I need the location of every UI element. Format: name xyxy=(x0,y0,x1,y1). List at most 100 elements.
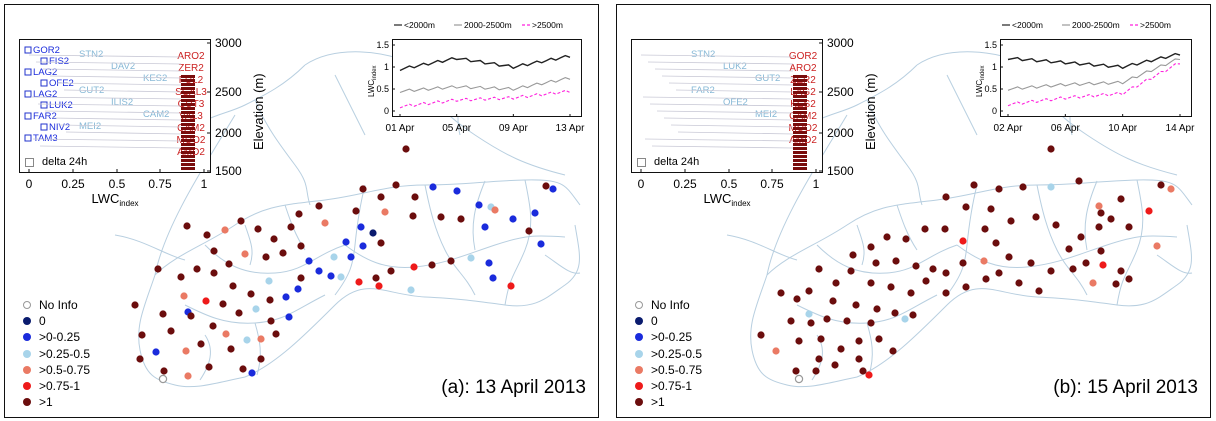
station-marker xyxy=(962,203,970,211)
station-marker xyxy=(219,300,227,308)
river-line xyxy=(1156,254,1193,274)
station-marker xyxy=(282,293,290,301)
station-marker xyxy=(852,301,860,309)
station-marker xyxy=(1097,209,1105,217)
delta-square xyxy=(24,46,32,54)
delta-connector xyxy=(663,117,794,121)
station-marker xyxy=(1112,280,1120,288)
delta-square xyxy=(24,134,32,142)
legend-item: >0-0.25 xyxy=(23,329,90,345)
river-line xyxy=(856,224,1192,378)
station-marker xyxy=(297,242,305,250)
station-marker xyxy=(901,315,909,323)
station-marker xyxy=(847,267,855,275)
station-marker xyxy=(315,267,323,275)
legend-item: >0.25-0.5 xyxy=(635,346,702,362)
legend-item: >0.25-0.5 xyxy=(23,346,90,362)
station-marker xyxy=(987,205,995,213)
station-marker xyxy=(410,263,418,271)
delta-connector xyxy=(65,131,182,135)
station-label-stack xyxy=(181,163,195,166)
station-marker xyxy=(287,223,295,231)
legend-item: 0 xyxy=(23,313,90,329)
station-label-stack xyxy=(793,123,807,126)
station-marker xyxy=(411,193,419,201)
elevation-axis-label: Elevation (m) xyxy=(863,73,878,150)
ts-x-tick-label: 14 Apr xyxy=(1166,123,1196,134)
station-marker xyxy=(823,315,831,323)
ts-y-tick-label: 0 xyxy=(992,106,997,116)
ts-y-tick-label: 1 xyxy=(384,62,389,72)
station-marker xyxy=(855,337,863,345)
legend-red-dot xyxy=(635,382,643,391)
station-marker xyxy=(409,212,417,220)
station-marker xyxy=(252,305,260,313)
station-label-stack xyxy=(793,155,807,158)
delta-square xyxy=(40,79,48,87)
station-marker xyxy=(1077,233,1085,241)
legend-label: No Info xyxy=(39,298,78,312)
timeseries-svg-b: <2000m 2000-2500m >2500m 1.5 1 0.5 0 LWCindex 02… xyxy=(975,20,1196,134)
station-marker xyxy=(392,181,400,189)
legend-blue-dot xyxy=(635,333,643,342)
station-label-stack xyxy=(181,83,195,86)
ts-legend-label: >2500m xyxy=(532,20,563,30)
river-line xyxy=(856,224,865,266)
station-marker xyxy=(229,282,237,290)
ts-series-line xyxy=(1007,63,1181,107)
station-label-stack xyxy=(793,159,807,162)
station-marker xyxy=(1125,275,1133,283)
river-line xyxy=(766,114,848,276)
elevation-inset-svg-a: 3000 2500 2000 1500 Elevation (m) 0 0.25 0.5 0.7… xyxy=(24,36,266,208)
station-label-blue: LAG2 xyxy=(33,67,57,78)
station-marker xyxy=(377,193,385,201)
map-panel-a: 3000 2500 2000 1500 Elevation (m) 0 0.25 0.5 0.7… xyxy=(4,4,599,418)
river-line xyxy=(138,274,246,388)
station-marker xyxy=(270,235,278,243)
station-marker xyxy=(981,225,989,233)
delta-connector xyxy=(642,96,794,100)
lwc-axis-label-sub: index xyxy=(119,199,138,208)
legend-label: >0-0.25 xyxy=(651,330,693,345)
station-marker xyxy=(805,310,813,318)
ts-y-axis-label: LWCindex xyxy=(975,65,986,97)
station-marker xyxy=(941,225,949,233)
map-svg-b xyxy=(726,51,1193,388)
river-network xyxy=(114,51,581,388)
station-label-stack xyxy=(181,115,195,118)
station-marker xyxy=(475,201,483,209)
station-marker xyxy=(959,259,967,267)
station-marker xyxy=(831,361,839,369)
legend-item: >0.5-0.75 xyxy=(23,362,90,378)
station-marker xyxy=(359,185,367,193)
station-marker xyxy=(222,330,230,338)
river-line xyxy=(726,234,798,261)
station-marker xyxy=(787,317,795,325)
delta-connector xyxy=(37,103,182,107)
station-label-stack xyxy=(793,91,807,94)
station-marker xyxy=(537,240,545,248)
station-marker xyxy=(891,309,899,317)
river-line xyxy=(896,204,918,251)
station-marker xyxy=(182,347,190,355)
station-marker xyxy=(959,237,967,245)
station-marker xyxy=(285,313,293,321)
station-marker xyxy=(1005,253,1013,261)
station-marker xyxy=(1117,267,1125,275)
station-label-stack xyxy=(181,91,195,94)
lwc-tick-label: 0.75 xyxy=(760,177,784,191)
station-marker xyxy=(491,206,499,214)
ts-x-tick-label: 01 Apr xyxy=(386,123,416,134)
station-marker xyxy=(792,367,800,375)
legend-no-info-dot xyxy=(635,301,643,310)
station-marker xyxy=(210,269,218,277)
ts-series-line xyxy=(399,54,571,72)
station-label-stack xyxy=(793,143,807,146)
station-marker xyxy=(793,295,801,303)
station-marker xyxy=(942,193,950,201)
legend-label: >1 xyxy=(39,395,53,410)
station-marker xyxy=(1099,261,1107,269)
station-marker xyxy=(177,273,185,281)
lwc-tick-label: 0.5 xyxy=(109,177,126,191)
delta-legend-b: delta 24h xyxy=(637,156,699,168)
